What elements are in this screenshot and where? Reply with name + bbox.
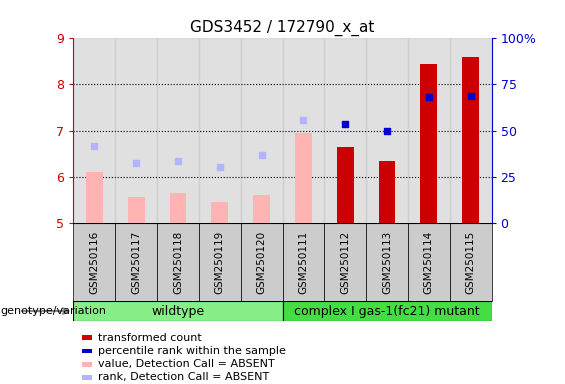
- Text: rank, Detection Call = ABSENT: rank, Detection Call = ABSENT: [98, 372, 269, 382]
- Text: GSM250115: GSM250115: [466, 230, 476, 294]
- Text: GSM250119: GSM250119: [215, 230, 225, 294]
- Bar: [324, 223, 366, 301]
- Text: transformed count: transformed count: [98, 333, 202, 343]
- Bar: [211, 202, 228, 223]
- Text: genotype/variation: genotype/variation: [1, 306, 107, 316]
- Bar: [157, 38, 199, 223]
- Bar: [170, 193, 186, 223]
- Point: [341, 121, 350, 127]
- Point: [132, 160, 141, 166]
- Bar: [408, 38, 450, 223]
- Bar: [199, 38, 241, 223]
- Bar: [408, 223, 450, 301]
- Text: GSM250113: GSM250113: [382, 230, 392, 294]
- Bar: [82, 362, 92, 367]
- Text: GSM250117: GSM250117: [131, 230, 141, 294]
- Point: [257, 152, 266, 158]
- Bar: [82, 335, 92, 340]
- Bar: [295, 133, 312, 223]
- Bar: [324, 38, 366, 223]
- Point: [299, 116, 308, 122]
- Bar: [253, 195, 270, 223]
- Bar: [73, 223, 115, 301]
- Point: [424, 94, 433, 100]
- Bar: [115, 38, 157, 223]
- Point: [466, 93, 475, 99]
- Bar: [82, 375, 92, 380]
- Bar: [450, 38, 492, 223]
- Bar: [199, 223, 241, 301]
- Text: GSM250118: GSM250118: [173, 230, 183, 294]
- Text: wildtype: wildtype: [151, 305, 205, 318]
- Title: GDS3452 / 172790_x_at: GDS3452 / 172790_x_at: [190, 20, 375, 36]
- Bar: [420, 64, 437, 223]
- Text: GSM250120: GSM250120: [257, 230, 267, 294]
- Bar: [115, 223, 157, 301]
- Bar: [73, 301, 282, 321]
- Text: GSM250112: GSM250112: [340, 230, 350, 294]
- Text: value, Detection Call = ABSENT: value, Detection Call = ABSENT: [98, 359, 275, 369]
- Bar: [462, 57, 479, 223]
- Bar: [82, 349, 92, 353]
- Text: percentile rank within the sample: percentile rank within the sample: [98, 346, 285, 356]
- Bar: [366, 223, 408, 301]
- Bar: [128, 197, 145, 223]
- Text: GSM250114: GSM250114: [424, 230, 434, 294]
- Bar: [282, 38, 324, 223]
- Bar: [241, 223, 282, 301]
- Bar: [241, 38, 282, 223]
- Bar: [282, 223, 324, 301]
- Bar: [379, 161, 395, 223]
- Bar: [366, 38, 408, 223]
- Text: GSM250116: GSM250116: [89, 230, 99, 294]
- Point: [215, 164, 224, 170]
- Point: [90, 143, 99, 149]
- Text: complex I gas-1(fc21) mutant: complex I gas-1(fc21) mutant: [294, 305, 480, 318]
- Bar: [73, 38, 115, 223]
- Bar: [86, 172, 103, 223]
- Bar: [157, 223, 199, 301]
- Bar: [282, 301, 492, 321]
- Point: [173, 157, 182, 164]
- Bar: [450, 223, 492, 301]
- Bar: [337, 147, 354, 223]
- Point: [383, 127, 392, 134]
- Text: GSM250111: GSM250111: [298, 230, 308, 294]
